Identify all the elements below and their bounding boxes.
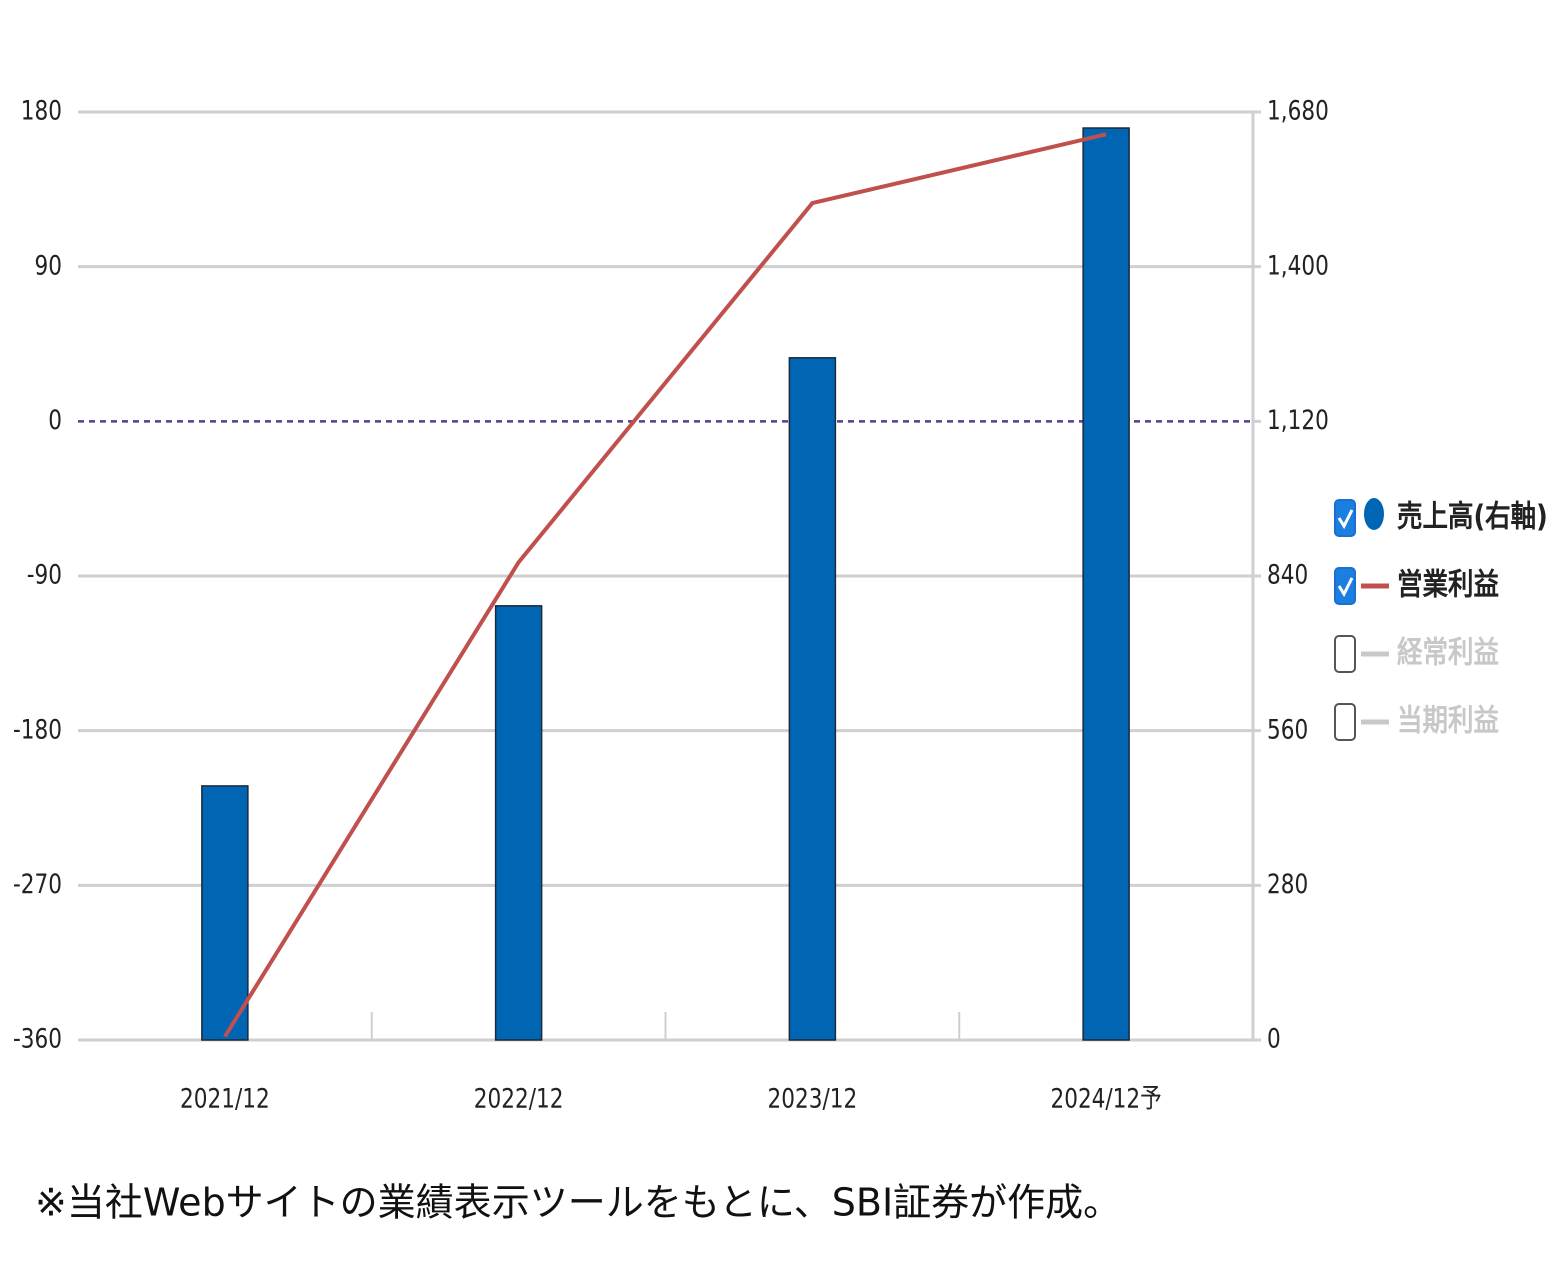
legend-label: 売上高(右軸): [1397, 499, 1548, 535]
legend-checkbox[interactable]: [1334, 703, 1356, 741]
x-tick-label: 2023/12: [768, 1082, 858, 1114]
y2-tick-label: 1,680: [1267, 94, 1329, 126]
x-tick-label: 2021/12: [180, 1082, 270, 1114]
legend-label: 営業利益: [1397, 567, 1499, 603]
legend-checkbox[interactable]: [1334, 499, 1356, 537]
x-tick-label: 2024/12予: [1050, 1082, 1161, 1114]
y-tick-label: 90: [35, 249, 62, 281]
y-tick-label: -270: [13, 868, 62, 900]
bar: [788, 357, 837, 1041]
legend-check: [1337, 577, 1354, 598]
line: [223, 132, 1107, 1038]
y2-tick-label: 560: [1267, 713, 1308, 745]
legend-check: [1337, 509, 1354, 530]
legend-label: 当期利益: [1397, 703, 1499, 739]
y-tick-label: 0: [48, 404, 62, 436]
source-note: ※当社Webサイトの業績表示ツールをもとに、SBI証券が作成。: [35, 1181, 1121, 1225]
legend-label: 経常利益: [1397, 635, 1499, 671]
y2-tick-label: 840: [1267, 558, 1308, 590]
y2-tick-label: 0: [1267, 1022, 1281, 1054]
y-tick-label: -360: [13, 1022, 62, 1054]
bar: [494, 605, 543, 1041]
legend-marker: [1364, 498, 1384, 530]
y-tick-label: -90: [27, 558, 62, 590]
y2-tick-label: 1,120: [1267, 404, 1329, 436]
bar: [1082, 127, 1130, 1041]
y-tick-label: 180: [21, 94, 62, 126]
y2-tick-label: 1,400: [1267, 249, 1329, 281]
legend-checkbox[interactable]: [1334, 567, 1356, 605]
y2-tick-label: 280: [1267, 868, 1308, 900]
y-tick-label: -180: [13, 713, 62, 745]
x-tick-label: 2022/12: [474, 1082, 564, 1114]
bar: [201, 785, 249, 1041]
legend-checkbox[interactable]: [1334, 635, 1356, 673]
